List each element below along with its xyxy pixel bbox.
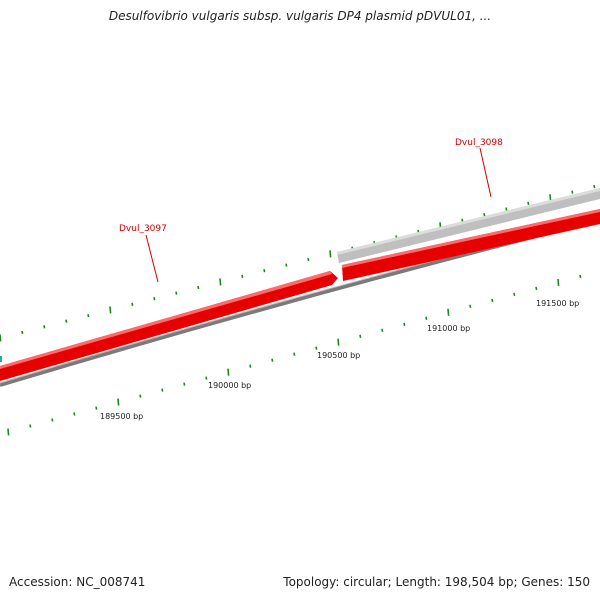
outer-tick [109,306,112,314]
outer-tick [21,330,24,335]
outer-tick [571,190,574,194]
leader-dvul-3097 [145,234,159,283]
outer-tick [175,291,178,295]
inner-tick [315,346,318,350]
backbone-line [0,218,600,387]
outer-tick [43,325,46,329]
position-label-191000: 191000 bp [427,324,470,333]
inner-tick-row [7,274,582,436]
inner-tick [535,286,538,291]
position-label-190500: 190500 bp [317,351,360,360]
leader-dvul-3098 [479,147,492,198]
gene-label-dvul-3098[interactable]: Dvul_3098 [455,138,503,148]
inner-tick [557,278,560,286]
gene-dvul-3098[interactable] [342,209,600,281]
inner-tick [183,382,186,386]
map-title: Desulfovibrio vulgaris subsp. vulgaris D… [108,9,492,23]
outer-tick [219,278,222,286]
inner-tick [513,292,516,297]
outer-tick [285,263,288,267]
outer-tick-row [0,184,596,342]
inner-tick [425,316,428,320]
position-label-190000: 190000 bp [208,381,251,390]
position-label-189500: 189500 bp [100,412,143,421]
gene-dvul-3097-shade [0,271,332,369]
inner-tick [73,412,76,416]
outer-tick [593,184,596,189]
map-summary-text: Topology: circular; Length: 198,504 bp; … [283,575,590,589]
inner-tick [7,428,10,436]
inner-tick [29,424,32,428]
outer-tick [329,250,332,258]
inner-tick [161,388,164,392]
inner-tick [381,328,384,332]
outer-tick [153,297,156,301]
position-label-191500: 191500 bp [536,299,579,308]
inner-tick [491,298,494,303]
inner-tick [271,358,274,362]
outer-tick [131,302,134,306]
accession-text: Accession: NC_008741 [9,575,146,589]
inner-tick [579,274,582,279]
inner-tick [337,338,340,346]
gene-band-grey-shade [337,188,600,255]
inner-tick [447,308,450,316]
inner-tick [359,334,362,338]
inner-tick [469,304,472,308]
outer-tick [65,319,68,323]
outer-tick [0,334,2,342]
outer-tick [307,257,310,262]
outer-tick [505,207,508,211]
outer-tick [87,313,90,318]
outer-tick [461,218,464,222]
left-edge-marker [0,356,2,362]
outer-tick [241,274,244,278]
inner-tick [293,352,296,356]
outer-tick [483,212,486,217]
inner-tick [51,418,54,422]
inner-tick [227,368,230,376]
inner-tick [139,394,142,398]
gene-dvul-3098-shade [342,209,600,268]
inner-tick [95,406,98,410]
gene-label-dvul-3097[interactable]: Dvul_3097 [119,224,167,234]
outer-tick [263,269,266,273]
inner-tick [249,364,252,368]
gene-dvul-3097[interactable] [0,271,338,381]
outer-tick [527,201,530,206]
outer-tick [197,285,200,290]
inner-tick [117,398,120,406]
inner-tick [403,322,406,326]
inner-tick [205,376,208,380]
